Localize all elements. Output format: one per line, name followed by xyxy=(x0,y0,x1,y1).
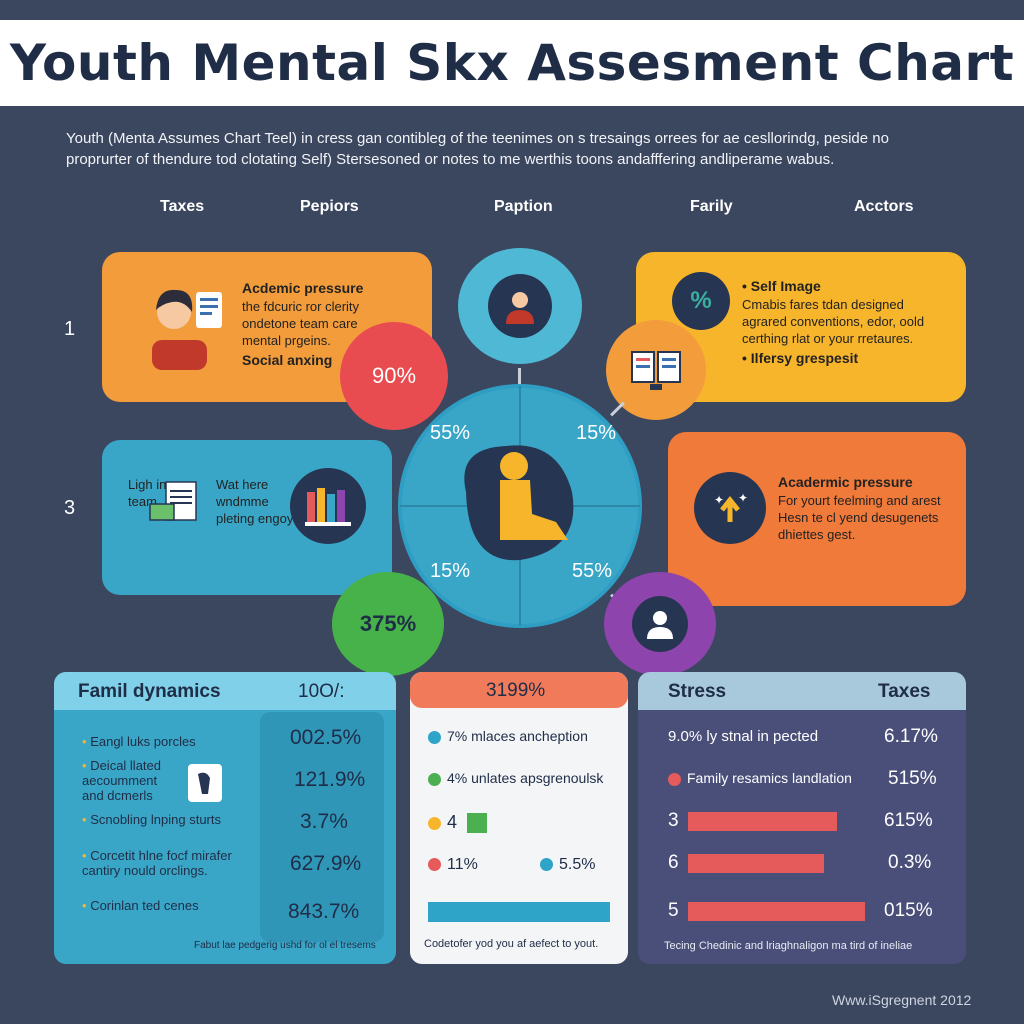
stress-text-row-2-label: Family resamics landlation xyxy=(668,770,852,786)
column-header-2: Pepiors xyxy=(300,198,359,215)
page-title: Youth Mental Skx Assesment Chart xyxy=(9,34,1015,92)
stress-card-footnote: Tecing Chedinic and lriaghnaligon ma tir… xyxy=(664,940,913,952)
panel-top-left-body: the fdcuric ror clerity ondetone team ca… xyxy=(242,299,360,348)
pie-label-2: 15% xyxy=(576,422,617,444)
pie-label-4: 55% xyxy=(572,560,613,582)
pie-label-1: 55% xyxy=(430,422,471,444)
user-icon xyxy=(632,596,688,652)
red-dot xyxy=(668,772,681,786)
pie-label-3: 15% xyxy=(430,560,471,582)
green-square xyxy=(467,813,488,834)
blue-dot xyxy=(540,858,553,872)
center-row-3: 4 xyxy=(428,812,488,834)
center-row-2: 4% unlates apsgrenoulsk xyxy=(428,770,603,786)
title-bar: Youth Mental Skx Assesment Chart xyxy=(0,20,1024,106)
row-number-1: 1 xyxy=(64,318,76,340)
book-icon xyxy=(631,351,681,390)
row-number-3: 3 xyxy=(64,497,76,519)
panel-top-right: % • Self Image Cmabis fares tdan designe… xyxy=(636,252,966,402)
stress-card-title: Stress xyxy=(668,681,727,702)
yellow-dot xyxy=(428,816,441,830)
family-dynamics-card: Famil dynamics 10O/: • Eangl luks porcle… xyxy=(54,672,396,964)
column-header-4: Farily xyxy=(690,198,733,215)
document-icon xyxy=(188,764,222,802)
stress-text-row-1-value: 6.17% xyxy=(884,726,938,747)
stress-card: Stress Taxes 9.0% ly stnal in pected 6.1… xyxy=(638,672,966,964)
family-row-3-label: • Scnobling lnping sturts xyxy=(82,812,221,827)
panel-top-right-bullet-1: • Self Image xyxy=(742,278,821,294)
blue-dot xyxy=(428,730,441,744)
panel-top-right-bullet-2: • Ilfersy grespesit xyxy=(742,350,859,366)
center-row-5: 5.5% xyxy=(540,856,595,874)
red-dot xyxy=(428,858,441,872)
green-dot xyxy=(428,772,441,786)
stress-bar-2 xyxy=(688,854,824,873)
stress-bar-1 xyxy=(688,812,837,831)
panel-mid-right: ✦ ✦ Acadermic pressure For yourt feelmin… xyxy=(668,432,966,606)
family-row-3-value: 3.7% xyxy=(300,810,348,833)
stress-bar-2-value: 0.3% xyxy=(888,852,932,873)
percent-icon: % xyxy=(672,272,730,330)
family-card-title: Famil dynamics xyxy=(78,681,221,702)
growth-icon: ✦ ✦ xyxy=(694,472,766,544)
purple-bubble xyxy=(604,572,716,676)
red-bubble-value: 90% xyxy=(371,363,417,388)
column-header-1: Taxes xyxy=(160,198,205,215)
stress-bar-2-label: 6 xyxy=(668,852,679,873)
green-percent-bubble: 375% xyxy=(332,572,444,676)
stress-bar-3-label: 5 xyxy=(668,900,679,921)
svg-text:✦: ✦ xyxy=(714,493,724,507)
column-header-3: Paption xyxy=(494,198,553,215)
central-pie-chart: 55% 15% 15% 55% xyxy=(396,382,644,630)
stress-bar-1-label: 3 xyxy=(668,810,679,831)
family-card-header-value: 10O/: xyxy=(298,681,345,702)
svg-text:✦: ✦ xyxy=(738,491,748,505)
student-illustration xyxy=(144,280,224,370)
family-card-header xyxy=(54,672,396,710)
family-row-2-value: 121.9% xyxy=(294,768,366,791)
family-row-1-value: 002.5% xyxy=(290,726,362,749)
family-row-1-label: • Eangl luks porcles xyxy=(82,734,196,749)
bookshelf-icon xyxy=(290,468,366,544)
person-icon xyxy=(488,274,552,338)
stress-text-row-1-label: 9.0% ly stnal in pected xyxy=(668,728,819,745)
panel-top-right-body: Cmabis fares tdan designed agrared conve… xyxy=(742,297,925,346)
panel-top-left-footer: Social anxing xyxy=(242,352,333,368)
panel-top-left-heading: Acdemic pressure xyxy=(242,280,364,296)
top-center-bubble xyxy=(458,248,582,364)
family-values-column xyxy=(260,712,384,942)
family-row-4-label: • Corcetit hlne focf mirafer cantiry nou… xyxy=(82,848,232,878)
panel-mid-right-body: For yourt feelming and arest Hesn te cl … xyxy=(778,493,941,542)
stress-bar-1-value: 615% xyxy=(884,810,933,831)
stress-text-row-2-value: 515% xyxy=(888,768,937,789)
family-row-4-value: 627.9% xyxy=(290,852,362,875)
connector-line xyxy=(518,368,521,388)
intro-text: Youth (Menta Assumes Chart Teel) in cres… xyxy=(66,130,889,168)
green-bubble-value: 375% xyxy=(359,611,417,636)
center-row-4: 11% xyxy=(428,856,478,874)
center-row-1: 7% mlaces ancheption xyxy=(428,728,588,744)
red-percent-bubble: 90% xyxy=(340,322,448,430)
stress-card-header-right: Taxes xyxy=(878,681,931,702)
panel-mid-left-text-b: Wat here wndmme pleting engoy xyxy=(216,477,294,526)
panel-mid-right-heading: Acadermic pressure xyxy=(778,474,913,490)
footer-credit: Www.iSgregnent 2012 xyxy=(832,992,972,1008)
stress-bar-3-value: 015% xyxy=(884,900,933,921)
column-header-5: Acctors xyxy=(854,198,914,215)
family-card-footnote: Fabut lae pedgerig ushd for ol el tresem… xyxy=(194,940,376,951)
center-stats-card: 3199% 7% mlaces ancheption 4% unlates ap… xyxy=(410,672,628,964)
center-progress-bar xyxy=(428,902,610,922)
stress-bar-3 xyxy=(688,902,865,921)
center-card-header xyxy=(410,672,628,708)
stress-card-header xyxy=(638,672,966,710)
family-row-2-label: • Deical llated aecoumment and dcmerls xyxy=(82,758,162,803)
book-bubble xyxy=(606,320,706,420)
family-row-5-label: • Corinlan ted cenes xyxy=(82,898,199,913)
center-card-title: 3199% xyxy=(486,680,546,701)
center-card-footnote: Codetofer yod you af aefect to yout. xyxy=(424,938,599,950)
family-row-5-value: 843.7% xyxy=(288,900,360,923)
documents-icon xyxy=(146,480,206,533)
pie-svg xyxy=(398,384,642,628)
